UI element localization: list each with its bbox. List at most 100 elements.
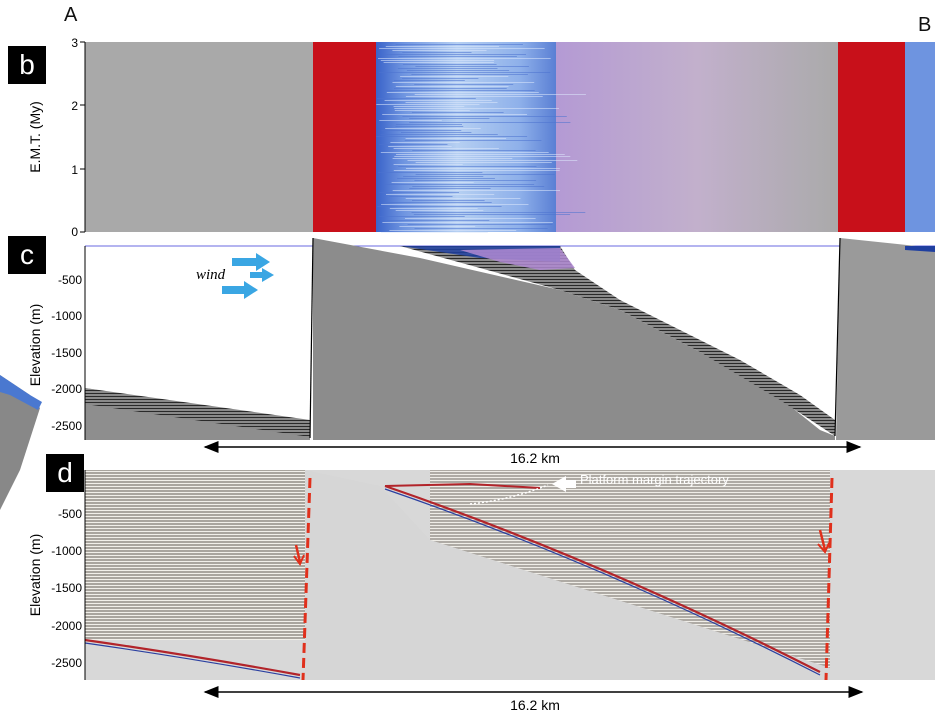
streak bbox=[405, 102, 498, 103]
streak bbox=[393, 170, 560, 171]
streak bbox=[376, 104, 480, 105]
streak bbox=[384, 202, 492, 203]
streak bbox=[385, 46, 499, 47]
streak bbox=[415, 174, 555, 175]
streak bbox=[394, 110, 470, 111]
streak bbox=[398, 56, 517, 57]
streak bbox=[392, 82, 535, 83]
streak bbox=[401, 132, 472, 133]
streak bbox=[399, 226, 476, 227]
panel-b-ytick-0: 0 bbox=[71, 225, 78, 239]
platform-trajectory-line bbox=[469, 484, 549, 505]
streak bbox=[402, 64, 497, 65]
platform-margin-label: Platform margin trajectory bbox=[580, 472, 729, 487]
panel-b-ytick-2: 2 bbox=[71, 99, 78, 113]
panel-d-fault-right bbox=[824, 477, 834, 681]
streak bbox=[412, 186, 545, 187]
streak bbox=[390, 142, 460, 143]
streak bbox=[405, 138, 507, 139]
streak bbox=[393, 106, 465, 107]
panel-b-red-right bbox=[838, 42, 912, 232]
panel-d-ytick-1000: -1000 bbox=[51, 544, 82, 558]
streak bbox=[407, 224, 553, 225]
corner-label-b: B bbox=[918, 14, 932, 36]
fault-slip-arrow-left bbox=[294, 544, 302, 563]
panel-c-ytick-2000: -2000 bbox=[51, 382, 82, 396]
panel-d-ytick-500: -500 bbox=[58, 507, 82, 521]
streak bbox=[380, 60, 495, 61]
corner-label-a: A bbox=[64, 4, 78, 26]
streak bbox=[414, 84, 514, 85]
streak bbox=[394, 80, 465, 81]
panel-d-platform-top bbox=[384, 482, 541, 489]
streak bbox=[386, 92, 539, 93]
wind-label: wind bbox=[196, 267, 226, 283]
streak bbox=[381, 130, 462, 131]
panel-d-far-right bbox=[840, 470, 935, 680]
wind-arrows bbox=[222, 253, 274, 299]
streak bbox=[394, 88, 507, 89]
streak bbox=[411, 212, 586, 213]
panel-c-chart bbox=[84, 237, 935, 453]
streak bbox=[379, 48, 545, 49]
streak bbox=[380, 152, 549, 153]
panel-c-ytick-500: -500 bbox=[58, 273, 82, 287]
streak bbox=[379, 192, 459, 193]
streak bbox=[378, 172, 483, 173]
streak bbox=[395, 124, 462, 125]
streak bbox=[405, 218, 536, 219]
streak bbox=[411, 74, 528, 75]
panel-d-left-striped bbox=[85, 470, 305, 640]
streak bbox=[402, 78, 479, 79]
panel-d-left-reflector bbox=[84, 638, 301, 677]
streak bbox=[384, 100, 492, 101]
panel-b-gray-left bbox=[85, 42, 313, 232]
streak bbox=[407, 160, 578, 161]
streak bbox=[406, 168, 560, 169]
streak bbox=[379, 120, 442, 121]
fault-slip-arrow-right bbox=[818, 529, 827, 551]
panel-d-badge: d bbox=[46, 454, 84, 492]
panel-d-main-reflector bbox=[384, 484, 821, 673]
panel-c-left-strata bbox=[85, 388, 310, 437]
panel-b-red-left bbox=[313, 42, 385, 232]
panel-b-blue-right bbox=[905, 42, 935, 232]
streak bbox=[414, 228, 548, 229]
streak bbox=[379, 216, 465, 217]
panel-b-badge: b bbox=[8, 46, 46, 84]
streak bbox=[414, 94, 586, 95]
panel-d-right-striped bbox=[430, 470, 830, 668]
streak bbox=[394, 156, 571, 157]
streak bbox=[414, 180, 537, 181]
streak bbox=[380, 134, 498, 135]
streak bbox=[388, 146, 452, 147]
streak bbox=[415, 66, 529, 67]
streak bbox=[405, 198, 521, 199]
streak bbox=[392, 50, 487, 51]
streak bbox=[411, 112, 504, 113]
cropped-block-diagram bbox=[0, 375, 40, 510]
panel-b-streaks bbox=[376, 44, 586, 233]
panel-c-ytick-1500: -1500 bbox=[51, 346, 82, 360]
panel-c-ylabel: Elevation (m) bbox=[27, 304, 43, 386]
panel-c-right-block bbox=[836, 238, 935, 440]
streak bbox=[393, 164, 463, 165]
streak bbox=[395, 126, 464, 127]
panel-b-ytick-3: 3 bbox=[71, 36, 78, 50]
panel-b-chart bbox=[84, 42, 935, 233]
streak bbox=[396, 154, 565, 155]
streak bbox=[377, 206, 502, 207]
streak bbox=[377, 98, 476, 99]
streak bbox=[413, 214, 571, 215]
streak bbox=[409, 118, 490, 119]
streak bbox=[397, 178, 495, 179]
panel-b-ytick-1: 1 bbox=[71, 163, 78, 177]
panel-c-ytick-2500: -2500 bbox=[51, 419, 82, 433]
streak bbox=[402, 116, 567, 117]
streak bbox=[395, 210, 484, 211]
streak bbox=[412, 150, 536, 151]
streak bbox=[397, 68, 498, 69]
panel-b-purple-fade bbox=[556, 42, 838, 232]
panel-c-scale-label: 16.2 km bbox=[510, 450, 560, 466]
panel-d-ytick-2500: -2500 bbox=[51, 656, 82, 670]
